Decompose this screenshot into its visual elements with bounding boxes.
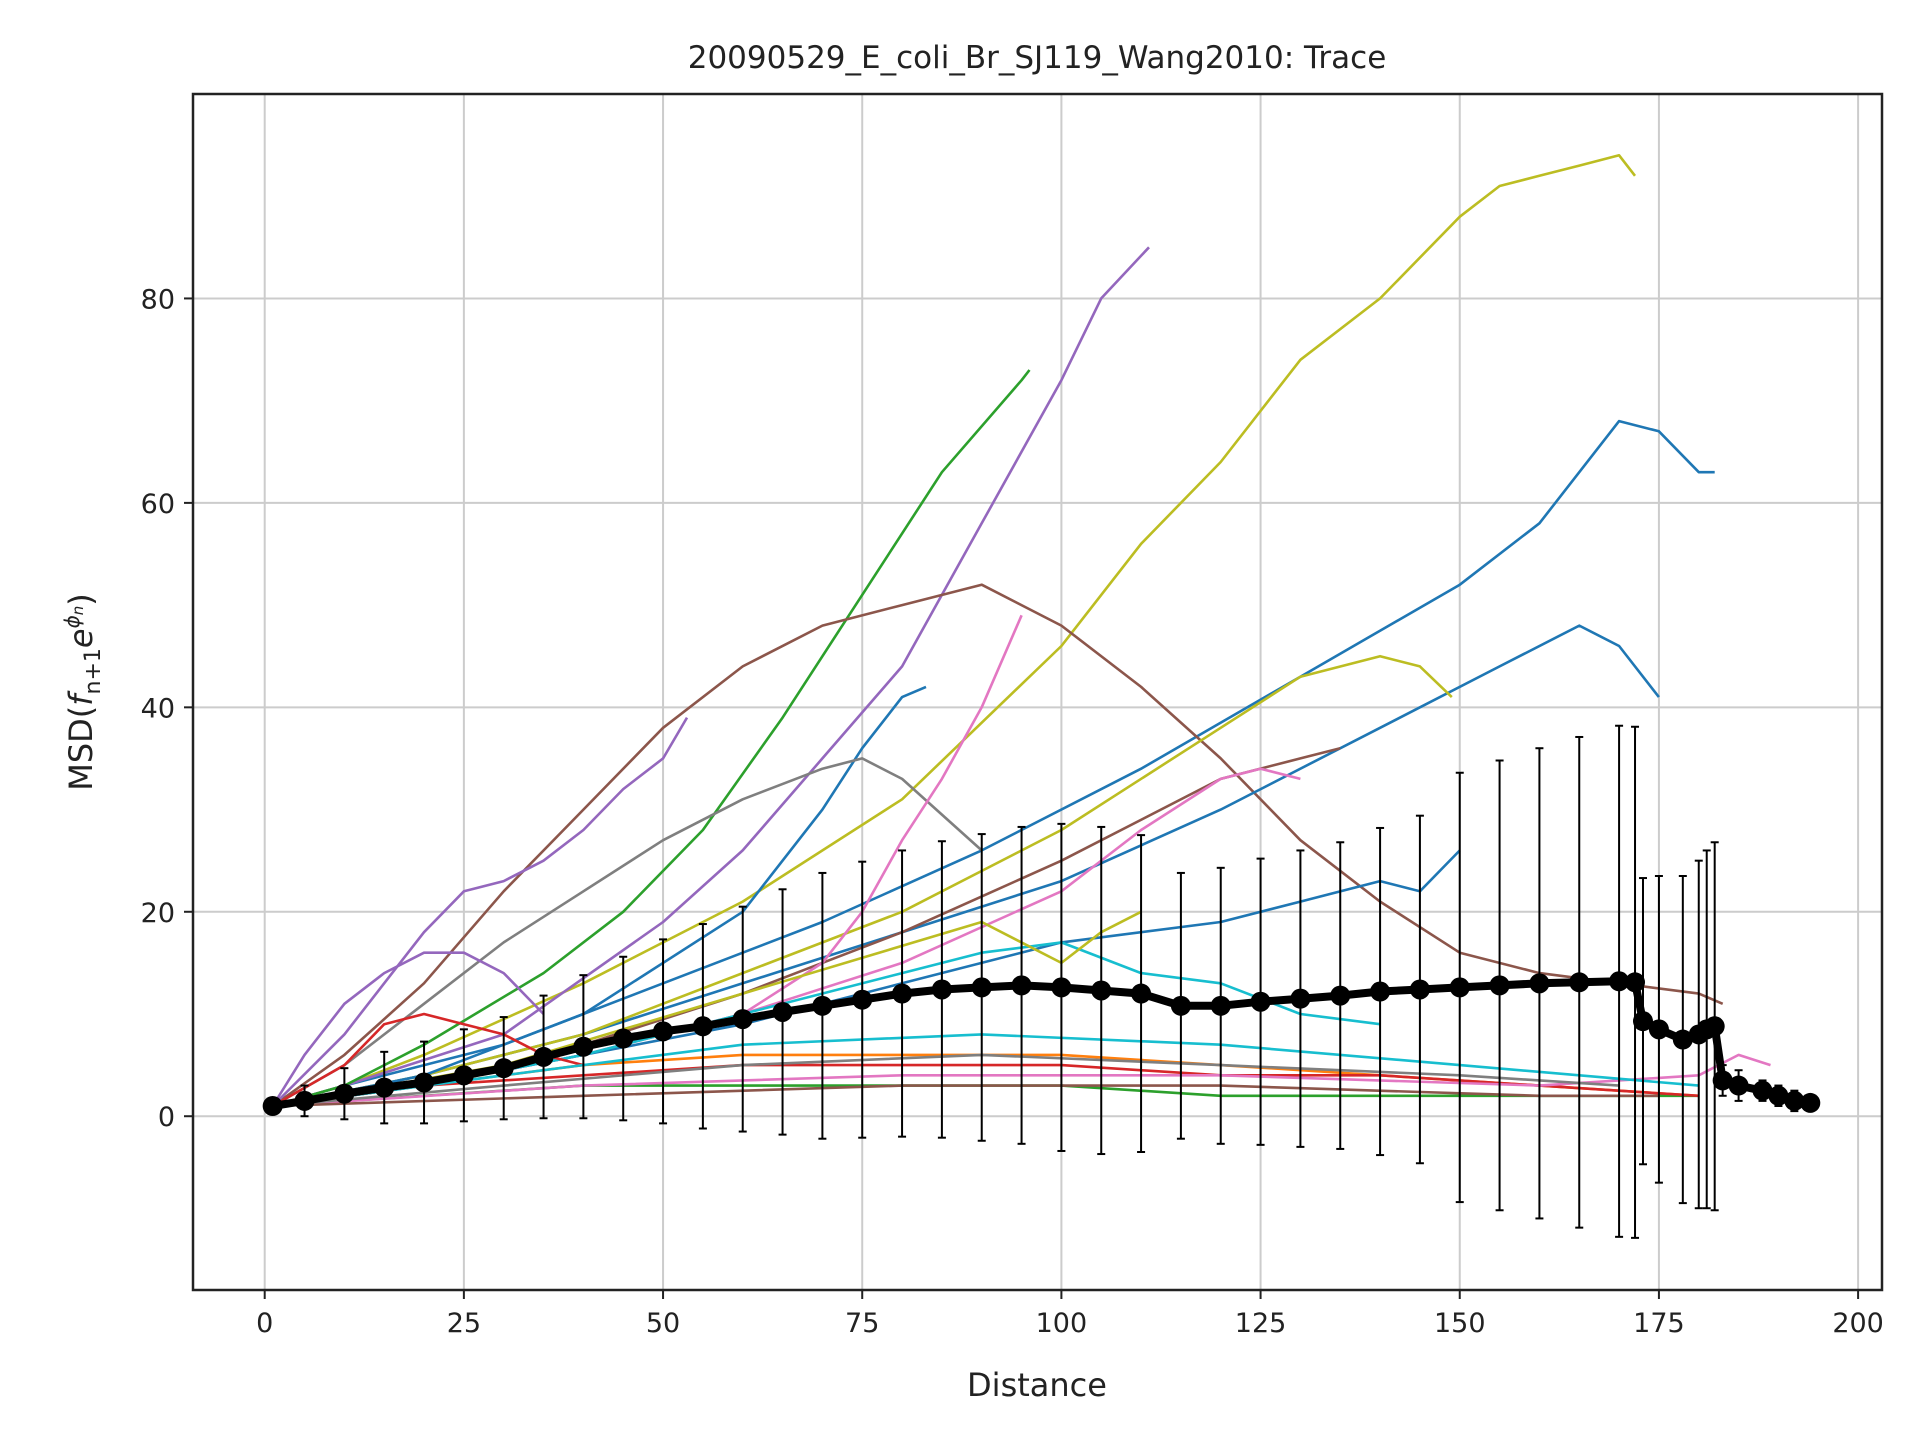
trace-line-3 [272, 246, 1150, 1108]
mean-point [892, 983, 913, 1004]
mean-point [533, 1046, 554, 1067]
mean-point [613, 1028, 634, 1049]
y-label-sub: n+1 [81, 648, 106, 694]
mean-point [1569, 972, 1590, 993]
y-axis-label: MSD(fn+1eϕn) [60, 593, 106, 791]
mean-point [1768, 1085, 1789, 1106]
x-tick-label: 150 [1434, 1308, 1486, 1339]
mean-point [1728, 1075, 1749, 1096]
trace-line-10 [272, 757, 983, 1108]
x-tick-label: 125 [1235, 1308, 1287, 1339]
trace-line-1 [272, 154, 1637, 1108]
mean-point [1131, 983, 1152, 1004]
mean-point [1648, 1019, 1669, 1040]
trace-line-4 [272, 369, 1031, 1108]
mean-point [294, 1090, 315, 1111]
mean-point [1011, 975, 1032, 996]
mean-point [1625, 972, 1646, 993]
mean-point [1449, 977, 1470, 998]
x-tick-label: 200 [1832, 1308, 1884, 1339]
x-tick-label: 75 [845, 1308, 879, 1339]
mean-point [414, 1072, 435, 1093]
y-label-close: ) [62, 593, 100, 605]
y-label-n: n [69, 606, 87, 616]
mean-point [852, 989, 873, 1010]
y-tick-label: 40 [141, 693, 175, 724]
x-tick-label: 25 [447, 1308, 481, 1339]
mean-point [1409, 979, 1430, 1000]
y-label-e: e [62, 628, 100, 648]
mean-point [732, 1009, 753, 1030]
mean-point [1784, 1090, 1805, 1111]
mean-point [262, 1096, 283, 1116]
mean-point [812, 995, 833, 1016]
mean-point [653, 1021, 674, 1042]
chart-title: 20090529_E_coli_Br_SJ119_Wang2010: Trace [688, 40, 1387, 76]
y-tick-label: 20 [141, 898, 175, 929]
mean-point [573, 1036, 594, 1057]
x-tick-label: 100 [1036, 1308, 1088, 1339]
mean-point [1051, 977, 1072, 998]
x-ticks: 0 25 50 75 100 125 150 175 200 [256, 1290, 1884, 1339]
trace-line-12 [271, 716, 689, 1107]
mean-point [1704, 1016, 1725, 1037]
mean-point [1250, 991, 1271, 1012]
grid [193, 94, 1882, 1290]
mean-point [453, 1065, 474, 1086]
y-tick-label: 80 [141, 284, 175, 315]
x-axis-label: Distance [967, 1366, 1107, 1404]
mean-point [1529, 973, 1550, 994]
mean-point [1712, 1070, 1733, 1091]
y-label-phi: ϕ [60, 615, 84, 628]
mean-point [1752, 1080, 1773, 1101]
mean-point [1489, 975, 1510, 996]
mean-point [772, 1001, 793, 1022]
mean-point [1609, 971, 1630, 992]
mean-point [334, 1083, 355, 1104]
mean-point [1330, 985, 1351, 1006]
trace-line-5 [271, 583, 1724, 1108]
y-tick-label: 60 [141, 489, 175, 520]
mean-point [1632, 1011, 1653, 1032]
mean-point [1170, 995, 1191, 1016]
trace-line-8 [272, 685, 927, 1108]
mean-point [971, 977, 992, 998]
y-ticks: 0 20 40 60 80 [141, 284, 193, 1133]
mean-point [493, 1058, 514, 1079]
mean-series [262, 971, 1821, 1116]
mean-point [931, 979, 952, 1000]
mean-point [1210, 995, 1231, 1016]
plot-area [193, 94, 1882, 1290]
mean-point [1091, 980, 1112, 1001]
y-tick-label: 0 [158, 1102, 175, 1133]
mean-point [1290, 988, 1311, 1009]
mean-point [1370, 981, 1391, 1002]
x-tick-label: 175 [1633, 1308, 1685, 1339]
trace-line-14 [271, 951, 545, 1107]
x-tick-label: 0 [256, 1308, 273, 1339]
mean-point [1672, 1029, 1693, 1050]
mean-point [374, 1077, 395, 1098]
mean-point [1800, 1092, 1821, 1113]
y-label-base: MSD( [62, 706, 100, 791]
x-tick-label: 50 [646, 1308, 680, 1339]
plot-frame [191, 92, 1884, 1292]
mean-point [692, 1016, 713, 1037]
